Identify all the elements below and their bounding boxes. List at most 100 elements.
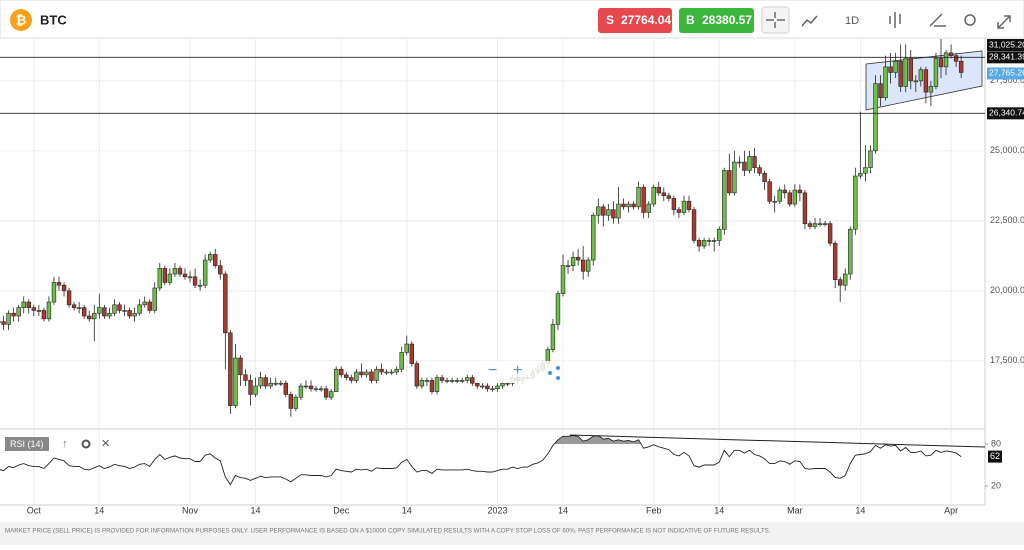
candle-body [173, 268, 177, 274]
candle-body [586, 260, 590, 271]
candle-body [732, 162, 736, 193]
level-label: 28,341.39 [989, 52, 1024, 62]
candle-body [682, 201, 686, 212]
candle-body [642, 187, 646, 212]
candle-body [37, 310, 41, 311]
candle-body [506, 383, 510, 384]
candle-body [879, 84, 883, 98]
candle-body [334, 369, 338, 391]
candle-body [178, 268, 182, 274]
zoom-out[interactable]: − [488, 362, 497, 379]
candle-body [929, 86, 933, 92]
candle-body [269, 383, 273, 386]
zoom-in[interactable]: + [513, 362, 522, 379]
candle-body [47, 302, 51, 319]
candle-body [743, 162, 747, 170]
candle-body [183, 274, 187, 277]
x-tick-label: Dec [333, 505, 350, 515]
candle-body [697, 240, 701, 246]
level-label: 31,025.20 [989, 39, 1024, 49]
candle-body [753, 156, 757, 167]
candle-body [566, 266, 570, 267]
y-tick-label: 17,500.00 [990, 355, 1024, 365]
candle-body [465, 378, 469, 381]
candle-body [501, 383, 505, 386]
share-icon-dot [556, 376, 560, 380]
candle-body [612, 210, 616, 218]
candle-body [601, 207, 605, 215]
candle-body [274, 383, 278, 384]
candle-body [138, 305, 142, 313]
candle-body [244, 375, 248, 381]
candle-body [702, 240, 706, 246]
candle-body [440, 378, 444, 381]
candle-body [158, 268, 162, 288]
candle-body [329, 392, 333, 398]
candle-body [475, 383, 479, 386]
candle-body [637, 187, 641, 207]
rsi-name: RSI (14) [10, 439, 44, 449]
candle-body [390, 372, 394, 373]
buy-label: B [686, 13, 695, 27]
candle-body [853, 176, 857, 229]
candle-body [365, 372, 369, 375]
candle-body [339, 369, 343, 375]
y-tick-label: 22,500.00 [990, 215, 1024, 225]
candle-body [828, 224, 832, 244]
candle-body [380, 369, 384, 372]
candle-body [294, 397, 298, 408]
candle-body [899, 61, 903, 86]
candle-body [420, 380, 424, 386]
candle-body [299, 386, 303, 397]
candle-body [410, 344, 414, 364]
candle-body [622, 204, 626, 207]
candle-body [486, 386, 490, 389]
candle-body [833, 243, 837, 279]
last-price-label: 27,765.26 [989, 68, 1024, 78]
candle-body [914, 81, 918, 82]
candle-body [848, 229, 852, 274]
candle-body [228, 333, 232, 406]
candle-body [62, 285, 66, 291]
candle-body [561, 266, 565, 294]
candle-body [370, 372, 374, 380]
toolbar [0, 0, 1024, 38]
x-tick-label: 14 [94, 505, 104, 515]
candle-body [415, 364, 419, 386]
candle-body [12, 313, 16, 316]
candle-body [662, 193, 666, 196]
candle-body [491, 389, 495, 390]
candle-body [889, 67, 893, 73]
candle-body [2, 322, 6, 325]
candle-body [108, 313, 112, 316]
candle-body [22, 302, 26, 308]
rsi-up[interactable]: ↑ [62, 438, 68, 450]
candle-body [375, 369, 379, 380]
candle-body [722, 170, 726, 229]
candle-body [884, 67, 888, 98]
rsi-close[interactable]: ✕ [101, 438, 110, 450]
candle-body [909, 58, 913, 80]
candle-body [279, 383, 283, 384]
rsi-last-label: 62 [990, 451, 1000, 461]
candle-body [647, 204, 651, 212]
candle-body [581, 260, 585, 271]
candle-body [435, 378, 439, 392]
candle-body [198, 285, 202, 286]
candle-body [480, 386, 484, 387]
candle-body [168, 274, 172, 282]
timeframe[interactable]: 1D [845, 15, 859, 27]
x-tick-label: Oct [27, 505, 42, 515]
candle-body [32, 308, 36, 311]
candle-body [57, 282, 61, 285]
share-icon[interactable] [548, 371, 552, 375]
candle-body [793, 190, 797, 204]
candle-body [768, 182, 772, 202]
candle-body [632, 204, 636, 207]
candle-body [939, 58, 943, 66]
candle-body [17, 308, 21, 316]
candle-body [259, 378, 263, 386]
candle-body [264, 378, 268, 386]
candle-body [82, 308, 86, 316]
candle-body [284, 383, 288, 394]
